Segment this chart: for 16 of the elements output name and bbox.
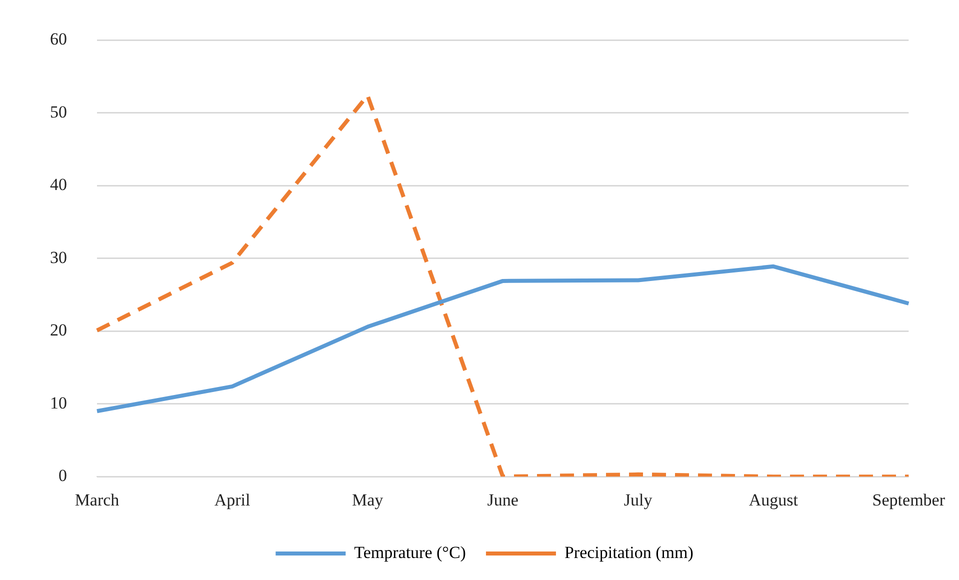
- x-tick-label: April: [214, 490, 250, 510]
- x-tick-label: August: [748, 490, 798, 510]
- y-tick-label: 10: [50, 393, 67, 412]
- y-tick-label: 20: [50, 320, 67, 340]
- legend-label: Temprature (°C): [354, 542, 466, 562]
- x-tick-label: March: [74, 490, 120, 510]
- x-tick-label: May: [352, 490, 384, 510]
- x-tick-label: September: [872, 490, 946, 510]
- y-tick-label: 30: [50, 248, 67, 267]
- y-tick-label: 0: [58, 466, 67, 486]
- x-tick-label: July: [624, 490, 653, 510]
- y-tick-label: 50: [50, 102, 67, 122]
- y-tick-label: 60: [50, 30, 67, 49]
- x-tick-label: June: [487, 490, 518, 510]
- y-tick-label: 40: [50, 175, 67, 194]
- legend-label: Precipitation (mm): [564, 542, 694, 562]
